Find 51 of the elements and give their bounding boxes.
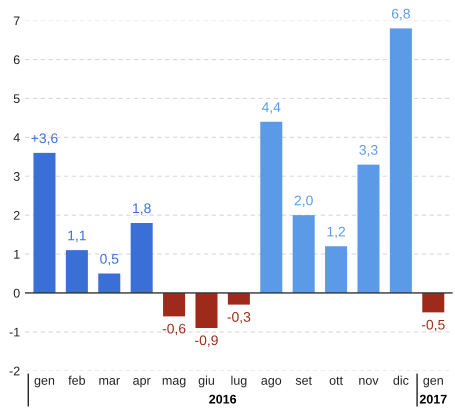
x-tick-label: mag xyxy=(162,378,186,388)
x-tick-label: nov xyxy=(359,378,379,385)
y-tick-label: 2 xyxy=(14,210,20,220)
bar xyxy=(228,292,250,305)
bar xyxy=(390,28,412,293)
x-tick-label: dic xyxy=(393,376,409,385)
x-tick-label: set xyxy=(296,376,312,385)
data-label: 1,1 xyxy=(68,230,86,242)
bar xyxy=(292,215,315,293)
bar xyxy=(66,250,88,293)
data-label: -0,3 xyxy=(228,312,250,324)
x-tick-label: giu xyxy=(198,376,214,388)
bar xyxy=(260,122,282,293)
x-tick-label: gen xyxy=(34,378,54,388)
bar xyxy=(130,222,153,293)
y-tick-label: -2 xyxy=(10,366,20,376)
data-label: +3,6 xyxy=(31,133,58,145)
y-tick-label: 5 xyxy=(14,94,20,104)
y-tick-label: 7 xyxy=(14,16,20,26)
data-label: 1,8 xyxy=(133,203,151,215)
bar xyxy=(357,164,380,293)
x-tick-label: gen xyxy=(423,378,443,388)
y-tick-label: -1 xyxy=(10,328,20,336)
data-label: 4,4 xyxy=(262,102,281,114)
y-tick-label: 0 xyxy=(14,288,20,298)
data-label: 6,8 xyxy=(392,8,410,20)
bar xyxy=(195,292,218,328)
y-tick-label: 6 xyxy=(14,55,20,64)
data-label: 2,0 xyxy=(294,196,313,208)
data-label: -0,9 xyxy=(195,335,218,347)
bar xyxy=(33,152,56,293)
bar xyxy=(422,292,444,312)
y-tick-label: 1 xyxy=(14,250,20,259)
data-label: 1,2 xyxy=(327,226,346,238)
text: 2017 xyxy=(420,394,447,404)
x-tick-label: mar xyxy=(99,378,120,385)
x-tick-label: feb xyxy=(68,376,86,385)
x-tick-label: apr xyxy=(133,378,150,388)
y-tick-label: 3 xyxy=(14,172,20,181)
data-label: 0,5 xyxy=(100,254,118,266)
bar xyxy=(325,246,348,293)
data-label: 3,3 xyxy=(359,144,378,156)
bar xyxy=(163,292,186,316)
bar xyxy=(98,274,120,293)
x-tick-label: ott xyxy=(330,376,343,385)
text: 2016 xyxy=(209,394,236,404)
data-label: -0,6 xyxy=(162,324,186,336)
x-tick-label: ago xyxy=(261,378,282,388)
x-tick-label: lug xyxy=(231,376,246,388)
data-label: -0,5 xyxy=(422,320,445,332)
y-tick-label: 4 xyxy=(14,133,20,142)
